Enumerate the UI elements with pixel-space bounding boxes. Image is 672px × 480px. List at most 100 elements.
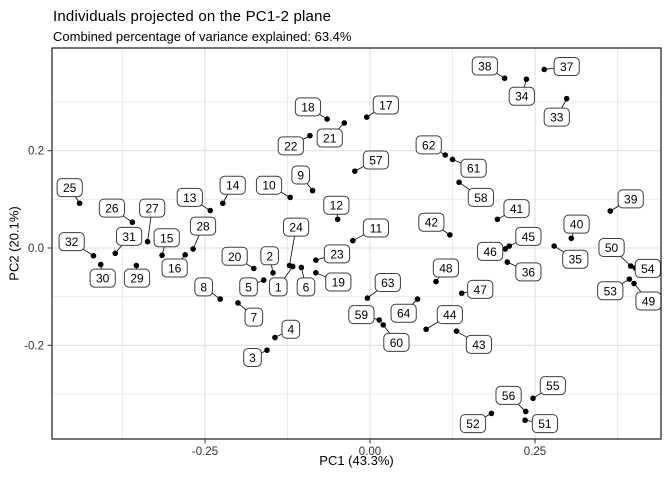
- data-point: [313, 257, 319, 263]
- data-point: [522, 417, 528, 424]
- point-label-text: 27: [146, 202, 160, 216]
- point-label-box: [477, 241, 504, 261]
- point-label-text: 48: [439, 261, 453, 275]
- data-point: [251, 265, 257, 272]
- point-label-box: [260, 246, 279, 266]
- point-label-text: 45: [522, 230, 536, 244]
- point-label-text: 29: [130, 272, 144, 286]
- point-label-text: 30: [96, 272, 110, 286]
- point-label-text: 21: [323, 132, 337, 146]
- data-point: [352, 168, 358, 174]
- chart-title: Individuals projected on the PC1-2 plane: [53, 8, 332, 25]
- point-label-text: 9: [297, 169, 304, 183]
- data-point: [501, 75, 508, 82]
- data-point: [217, 296, 223, 302]
- data-point: [298, 264, 305, 271]
- point-label-box: [539, 376, 566, 396]
- x-tick-label: -0.25: [192, 446, 218, 458]
- point-label-box: [316, 128, 343, 148]
- point-label-text: 32: [65, 235, 79, 249]
- data-point: [494, 216, 501, 223]
- point-label-box: [56, 178, 83, 198]
- point-label-box: [617, 189, 644, 209]
- x-tick-label: 0.00: [359, 446, 381, 458]
- point-label-text: 40: [570, 218, 584, 232]
- point-label-box: [383, 332, 410, 352]
- point-label-box: [194, 277, 213, 297]
- point-label-box: [153, 228, 180, 248]
- point-label-text: 49: [642, 295, 656, 309]
- point-label-text: 18: [301, 100, 315, 114]
- point-label-box: [372, 95, 399, 115]
- data-point: [607, 208, 614, 214]
- point-label-box: [291, 165, 310, 185]
- data-point: [568, 235, 575, 242]
- data-point: [264, 347, 270, 353]
- point-label-text: 59: [355, 308, 369, 322]
- data-point: [235, 300, 241, 306]
- point-label-box: [460, 158, 487, 178]
- point-label-box: [598, 238, 625, 258]
- data-point: [563, 95, 570, 102]
- point-label-box: [277, 136, 304, 156]
- panel-border: [51, 47, 662, 440]
- data-point: [207, 207, 214, 214]
- data-point: [530, 395, 536, 402]
- data-point: [341, 120, 348, 126]
- point-label-text: 15: [160, 231, 174, 245]
- point-label-box: [459, 414, 487, 434]
- data-point: [76, 200, 83, 207]
- point-label-text: 20: [228, 250, 242, 264]
- point-label-box: [508, 86, 535, 106]
- data-point: [449, 156, 456, 163]
- point-label-box: [515, 262, 542, 282]
- point-label-box: [418, 212, 445, 232]
- point-label-box: [465, 334, 493, 354]
- data-point: [112, 250, 119, 257]
- point-label-text: 13: [183, 191, 197, 205]
- point-label-box: [432, 258, 459, 278]
- data-point: [504, 259, 511, 265]
- data-point: [144, 238, 151, 245]
- point-label-box: [89, 268, 116, 288]
- data-point: [488, 410, 495, 417]
- point-label-box: [390, 303, 417, 323]
- point-label-box: [123, 268, 151, 288]
- point-label-box: [323, 244, 351, 264]
- point-label-text: 23: [330, 247, 344, 261]
- point-label-box: [362, 150, 390, 170]
- data-point: [90, 252, 97, 259]
- point-label-text: 1: [275, 280, 282, 294]
- point-label-text: 38: [478, 60, 492, 74]
- y-tick-label: 0.2: [28, 146, 44, 158]
- data-point: [260, 277, 267, 283]
- data-point: [272, 334, 278, 341]
- point-label-text: 37: [560, 60, 574, 74]
- point-label-text: 3: [249, 351, 256, 365]
- point-label-text: 46: [483, 245, 497, 259]
- point-label-box: [467, 279, 494, 299]
- point-label-box: [562, 249, 589, 269]
- point-label-box: [296, 277, 316, 297]
- data-point: [627, 263, 634, 269]
- data-point: [270, 270, 276, 276]
- point-label-box: [268, 277, 288, 297]
- point-label-text: 5: [245, 280, 252, 294]
- data-point: [129, 219, 136, 226]
- point-label-box: [467, 187, 494, 207]
- point-label-text: 47: [474, 283, 488, 297]
- point-label-text: 57: [369, 153, 383, 167]
- point-label-text: 55: [546, 379, 560, 393]
- point-label-box: [282, 217, 310, 237]
- data-point: [190, 246, 196, 252]
- point-label-box: [495, 385, 522, 405]
- point-label-text: 42: [425, 216, 439, 230]
- y-tick-label: 0.0: [28, 243, 44, 255]
- data-point: [364, 295, 371, 301]
- point-label-box: [176, 187, 203, 207]
- data-point: [97, 261, 104, 268]
- point-label-box: [221, 246, 248, 266]
- data-point: [182, 252, 188, 258]
- data-point: [287, 194, 293, 201]
